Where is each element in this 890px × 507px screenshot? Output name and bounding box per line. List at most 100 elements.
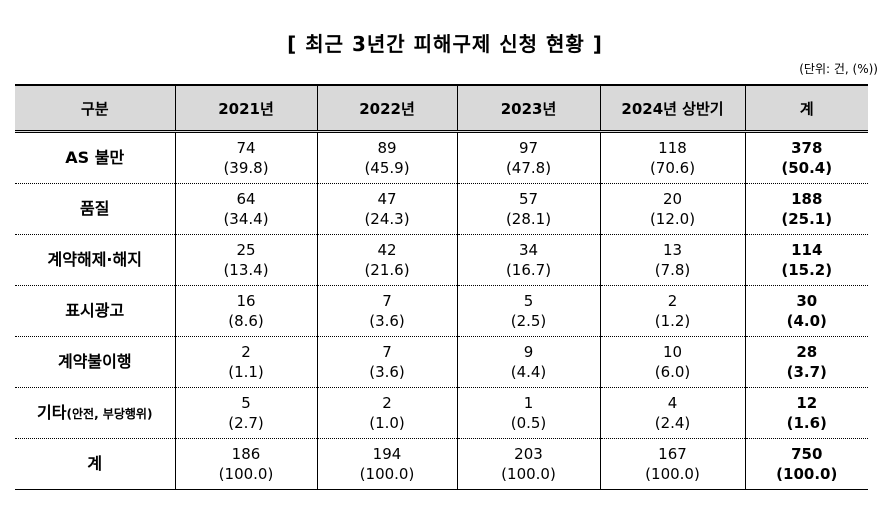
cell-percent: (2.4) [654, 414, 691, 432]
row-label-text: 품질 [80, 199, 110, 218]
cell: 47 (24.3) [316, 183, 457, 235]
column-header: 구분 [15, 84, 175, 133]
cell-count: 57 [518, 190, 539, 208]
cell-percent: (6.0) [654, 363, 691, 381]
cell: 28 (3.7) [744, 336, 868, 388]
cell-count: 97 [518, 139, 539, 157]
cell-count: 47 [377, 190, 397, 208]
cell-count: 194 [372, 445, 402, 463]
cell: 378 (50.4) [744, 131, 868, 184]
table: 구분 2021년 2022년 2023년 2024년 상반기 계 AS 불만 74 (39.8… [15, 84, 868, 490]
cell: 13 (7.8) [599, 234, 745, 286]
cell-percent: (28.1) [505, 210, 552, 228]
cell-count: 2 [382, 394, 392, 412]
cell-percent: (2.7) [228, 414, 264, 432]
row-label-note: (안전, 부당행위) [66, 406, 153, 421]
cell-count: 7 [382, 292, 392, 310]
table-row: 계약해제·해지 25 (13.4) 42 (21.6) 34 (16.7) 13 (7.8) 11… [15, 234, 868, 286]
cell: 25 (13.4) [174, 234, 317, 286]
cell-percent: (70.6) [649, 159, 696, 177]
cell-count: 378 [791, 139, 823, 157]
row-label: 표시광고 [15, 285, 175, 337]
cell: 10 (6.0) [599, 336, 745, 388]
cell: 2 (1.2) [599, 285, 745, 337]
cell: 7 (3.6) [316, 285, 457, 337]
row-label-text: 계약해제·해지 [47, 250, 142, 269]
cell-percent: (24.3) [364, 210, 410, 228]
cell-percent: (1.6) [786, 414, 827, 432]
table-row: 품질 64 (34.4) 47 (24.3) 57 (28.1) 20 (12.0) 188 (25… [15, 183, 868, 235]
table-row: 계약불이행 2 (1.1) 7 (3.6) 9 (4.4) 10 (6.0) 28 (3.7) [15, 336, 868, 388]
cell-count: 74 [236, 139, 256, 157]
row-label-text: 계약불이행 [57, 352, 132, 371]
row-label: 계 [15, 438, 175, 490]
cell-percent: (100.0) [359, 465, 415, 483]
cell: 30 (4.0) [744, 285, 868, 337]
cell-count: 114 [791, 241, 823, 259]
cell: 750 (100.0) [744, 438, 868, 490]
cell: 57 (28.1) [456, 183, 600, 235]
table-row: 기타(안전, 부당행위) 5 (2.7) 2 (1.0) 1 (0.5) 4 (2.4) 12 (1… [15, 387, 868, 439]
cell-percent: (3.6) [369, 363, 405, 381]
cell-count: 188 [791, 190, 823, 208]
cell-count: 1 [523, 394, 534, 412]
cell-count: 16 [236, 292, 256, 310]
table-row: AS 불만 74 (39.8) 89 (45.9) 97 (47.8) 118 (70.6) 37… [15, 131, 868, 184]
cell-percent: (1.0) [369, 414, 405, 432]
cell-percent: (34.4) [223, 210, 269, 228]
cell-percent: (4.0) [786, 312, 827, 330]
cell-count: 4 [667, 394, 678, 412]
cell: 5 (2.5) [456, 285, 600, 337]
cell: 114 (15.2) [744, 234, 868, 286]
cell: 5 (2.7) [174, 387, 317, 439]
cell-count: 30 [796, 292, 818, 310]
cell-count: 34 [518, 241, 539, 259]
cell: 2 (1.1) [174, 336, 317, 388]
row-label: 계약해제·해지 [15, 234, 175, 286]
cell: 12 (1.6) [744, 387, 868, 439]
cell-percent: (7.8) [654, 261, 691, 279]
cell-count: 5 [523, 292, 534, 310]
cell-percent: (15.2) [781, 261, 833, 279]
table-body: AS 불만 74 (39.8) 89 (45.9) 97 (47.8) 118 (70.6) 37… [15, 131, 868, 490]
cell-count: 13 [662, 241, 683, 259]
cell-percent: (12.0) [649, 210, 696, 228]
unit-note: (단위: 건, (%)) [799, 62, 878, 76]
row-label-text: AS 불만 [65, 148, 125, 167]
row-label: 품질 [15, 183, 175, 235]
cell: 186 (100.0) [174, 438, 317, 490]
cell-count: 28 [796, 343, 818, 361]
table-row: 표시광고 16 (8.6) 7 (3.6) 5 (2.5) 2 (1.2) 30 (4.0) [15, 285, 868, 337]
cell-percent: (100.0) [776, 465, 838, 483]
cell-percent: (1.1) [228, 363, 264, 381]
cell-percent: (16.7) [505, 261, 552, 279]
cell-count: 12 [796, 394, 818, 412]
cell-percent: (0.5) [510, 414, 547, 432]
cell-percent: (21.6) [364, 261, 410, 279]
row-label: 기타(안전, 부당행위) [15, 387, 175, 439]
cell: 203 (100.0) [456, 438, 600, 490]
cell-count: 89 [377, 139, 397, 157]
column-header: 2023년 [456, 84, 600, 133]
cell: 118 (70.6) [599, 131, 745, 184]
row-label-text: 계 [87, 454, 103, 473]
cell-count: 167 [658, 445, 687, 463]
cell: 16 (8.6) [174, 285, 317, 337]
title: [ 최근 3년간 피해구제 신청 현황 ] [287, 32, 603, 56]
cell-percent: (13.4) [223, 261, 269, 279]
cell: 7 (3.6) [316, 336, 457, 388]
cell: 194 (100.0) [316, 438, 457, 490]
cell-percent: (100.0) [218, 465, 274, 483]
cell-percent: (100.0) [501, 465, 556, 483]
cell-count: 5 [241, 394, 251, 412]
cell-count: 25 [236, 241, 256, 259]
cell: 9 (4.4) [456, 336, 600, 388]
cell-count: 20 [662, 190, 683, 208]
cell-count: 7 [382, 343, 392, 361]
cell: 34 (16.7) [456, 234, 600, 286]
header-row: 구분 2021년 2022년 2023년 2024년 상반기 계 [15, 84, 868, 133]
cell-count: 750 [791, 445, 823, 463]
cell-percent: (50.4) [781, 159, 833, 177]
table-row: 계 186 (100.0) 194 (100.0) 203 (100.0) 167 (100.0… [15, 438, 868, 490]
